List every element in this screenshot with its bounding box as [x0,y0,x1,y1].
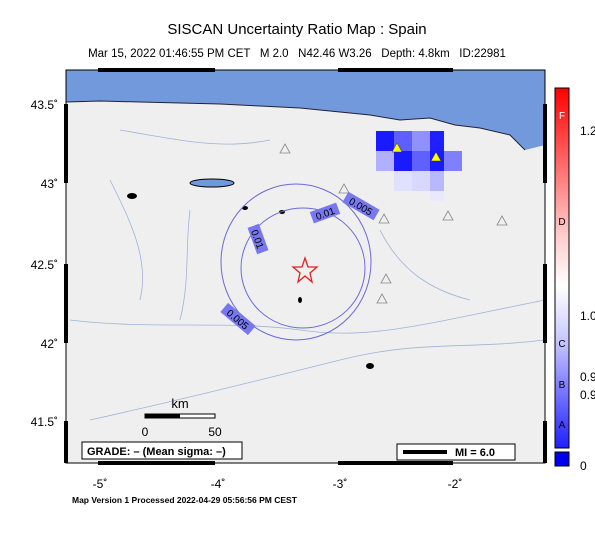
epicenter [291,255,319,284]
footer: Map Version 1 Processed 2022-04-29 05:56… [72,495,298,505]
stations-active [391,142,442,162]
colorbar-value: 1.2 [580,124,595,138]
scale-bar: km 0 50 [142,396,222,439]
lat-label: 41.5˚ [31,415,58,429]
lon-label: -4˚ [211,477,226,491]
colorbar-gradient [554,87,570,449]
scale-unit: km [171,396,188,411]
grade-box [81,441,243,460]
sea [66,70,545,150]
grade-letter: D [558,217,565,228]
stations [279,143,508,304]
lon-labels: -5˚ -4˚ -3˚ -2˚ [93,477,463,491]
colorbar-value: 0 [580,459,587,473]
lat-labels: 43.5˚ 43˚ 42.5˚ 42˚ 41.5˚ [31,98,58,429]
mi: MI = 6.0 [455,447,495,459]
uncertainty-cells [376,131,462,201]
land [66,70,545,463]
scale-end: 50 [208,425,222,439]
lakes [127,178,374,369]
contours [220,183,372,341]
lat-label: 42.5˚ [31,258,58,272]
frame-ticks [64,68,547,465]
grade-letter: F [559,111,565,122]
grade-letter: A [559,420,566,431]
scale-start: 0 [142,425,149,439]
colorbar-value: 1.0 [580,309,595,323]
colorbar-zero [554,451,570,467]
lat-label: 42˚ [41,337,58,351]
map-area: 0.01 0.005 0.01 0.005 km 0 50 GRADE: – (… [64,68,547,465]
title: SISCAN Uncertainty Ratio Map : Spain [167,21,426,38]
lon-label: -2˚ [448,477,463,491]
mi-box [396,443,516,461]
colorbar-value: 0.9 [580,370,595,384]
grade: GRADE: – (Mean sigma: –) [87,446,226,458]
subtitle: Mar 15, 2022 01:46:55 PM CET M 2.0 N42.4… [88,48,506,60]
lon-label: -3˚ [333,477,348,491]
grade-letter: C [558,339,565,350]
colorbar: F D C B A 1.2 1.0 0.9 0.9 0 [554,87,595,473]
rivers [69,129,546,421]
lon-label: -5˚ [93,477,108,491]
coastline [65,100,526,151]
colorbar-value: 0.9 [580,388,595,402]
lat-label: 43.5˚ [31,98,58,112]
grade-letter: B [559,380,566,391]
colorbar-values: 1.2 1.0 0.9 0.9 0 [580,124,595,473]
grade-letters: F D C B A [558,111,565,431]
lat-label: 43˚ [41,177,58,191]
